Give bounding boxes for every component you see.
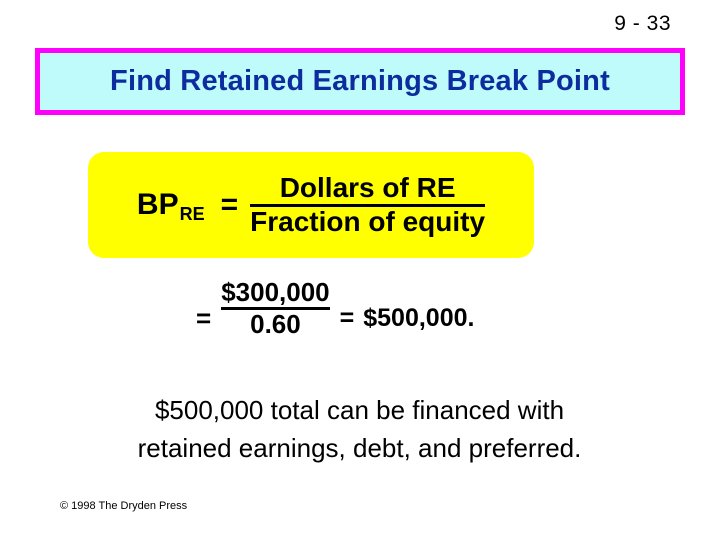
bottom-statement: $500,000 total can be financed with reta… [0, 391, 719, 467]
numeric-fraction-denominator: 0.60 [250, 309, 301, 340]
formula-callout-box: BP RE = Dollars of RE Fraction of equity [88, 152, 534, 258]
page-title: Find Retained Earnings Break Point [110, 65, 610, 97]
page-number: 9 - 33 [614, 12, 671, 35]
break-point-formula: BP RE = Dollars of RE Fraction of equity [136, 171, 486, 237]
numeric-fraction-bar [221, 307, 330, 311]
title-banner: Find Retained Earnings Break Point [35, 48, 685, 115]
numeric-fraction: $300,000 0.60 [221, 277, 330, 340]
formula-term-base: BP [136, 188, 179, 221]
equals-sign: = [220, 188, 239, 221]
footer-copyright: © 1998 The Dryden Press [60, 500, 188, 512]
bottom-statement-line-2: retained earnings, debt, and preferred. [137, 433, 582, 463]
bottom-statement-line-1: $500,000 total can be financed with [154, 395, 565, 425]
numeric-fraction-numerator: $300,000 [221, 277, 330, 307]
equals-sign-right: = [339, 304, 355, 333]
result-value: $500,000. [363, 304, 475, 333]
fraction-denominator: Fraction of equity [250, 206, 486, 237]
formula-term-subscript: RE [179, 204, 205, 224]
formula-fraction: Dollars of RE Fraction of equity [250, 171, 486, 237]
numeric-solution: = $300,000 0.60 = $500,000. [196, 277, 475, 340]
fraction-numerator: Dollars of RE [279, 171, 456, 203]
formula-term: BP RE [136, 188, 205, 224]
fraction-bar [250, 204, 486, 207]
equals-sign-left: = [196, 303, 212, 334]
